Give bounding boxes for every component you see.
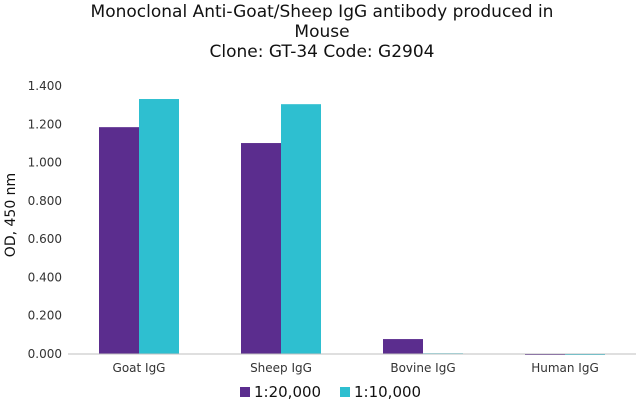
bar-sheep-igg-series-1: [241, 143, 281, 354]
legend-label: 1:20,000: [254, 383, 321, 401]
y-tick-label: 0.200: [28, 309, 62, 323]
legend: 1:20,000 1:10,000: [240, 383, 421, 401]
chart-title: Monoclonal Anti-Goat/Sheep IgG antibody …: [91, 2, 554, 62]
y-axis-label: OD, 450 nm: [3, 173, 19, 257]
y-tick-label: 1.200: [28, 117, 62, 131]
x-axis: Goat IgG Sheep IgG Bovine IgG Human IgG: [113, 361, 599, 375]
y-tick-label: 0.800: [28, 194, 62, 208]
chart-title-line-3: Clone: GT-34 Code: G2904: [209, 42, 434, 62]
legend-swatch: [240, 387, 250, 397]
chart-title-line-2: Mouse: [294, 22, 349, 42]
x-tick-label: Sheep IgG: [250, 361, 312, 375]
y-tick-label: 0.000: [28, 347, 62, 361]
bar-goat-igg-series-2: [139, 99, 179, 354]
bar-goat-igg-series-1: [99, 127, 139, 355]
y-tick-label: 1.000: [28, 156, 62, 170]
legend-swatch: [340, 387, 350, 397]
chart-title-line-1: Monoclonal Anti-Goat/Sheep IgG antibody …: [91, 2, 554, 22]
legend-label: 1:10,000: [354, 383, 421, 401]
x-tick-label: Bovine IgG: [390, 361, 455, 375]
y-axis: 0.000 0.200 0.400 0.600 0.800 1.000 1.200 1.400: [28, 79, 62, 361]
bar-sheep-igg-series-2: [281, 104, 321, 354]
y-tick-label: 0.400: [28, 270, 62, 284]
x-tick-label: Human IgG: [531, 361, 599, 375]
y-tick-label: 0.600: [28, 232, 62, 246]
bar-bovine-igg-series-1: [383, 339, 423, 354]
x-tick-label: Goat IgG: [113, 361, 166, 375]
y-tick-label: 1.400: [28, 79, 62, 93]
bars: [99, 99, 605, 355]
